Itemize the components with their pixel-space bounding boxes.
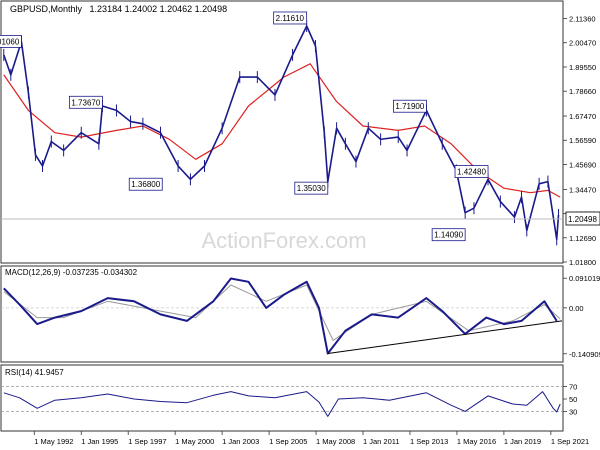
rsi-panel-frame: [0, 364, 564, 432]
macd-series: [3, 277, 563, 355]
rsi-y-tick-label: 50: [569, 395, 577, 404]
price-y-tick-label: 2.00470: [569, 39, 596, 48]
macd-y-tick-label: -0.140909: [569, 350, 600, 359]
price-annotation-label: 1.36800: [131, 180, 160, 189]
x-tick-label: 1 Sep 1997: [128, 437, 166, 446]
price-annotation-label: 1.71900: [395, 102, 424, 111]
price-annotation-label: 1.73670: [71, 98, 100, 107]
x-axis: 1 May 1992 1 Jan 1995 1 Sep 1997 1 May 2000…: [33, 431, 589, 446]
chart-title: GBPUSD,Monthly: [10, 4, 83, 14]
watermark: ActionForex.com: [201, 228, 366, 253]
price-panel-frame: [0, 0, 564, 264]
price-panel-title: GBPUSD,Monthly 1.23184 1.24002 1.20462 1…: [10, 4, 227, 14]
x-tick-label: 1 Sep 2013: [410, 437, 448, 446]
price-y-tick-label: 1.01800: [569, 258, 596, 267]
last-price-box: [565, 211, 600, 226]
x-tick-label: 1 Jan 1995: [81, 437, 118, 446]
price-y-tick-label: 1.12690: [569, 234, 596, 243]
macd-panel-frame: [0, 265, 564, 363]
price-annotation-label: 1.35030: [297, 184, 326, 193]
x-tick-label: 1 Jan 2019: [504, 437, 541, 446]
price-annotation-box: [0, 35, 22, 48]
price-annotation-box: [273, 11, 308, 25]
price-annotation-box: [68, 95, 103, 109]
rsi-series: [3, 391, 561, 417]
price-annotation-box: [128, 177, 163, 191]
last-price-label: 1.20498: [568, 215, 597, 224]
price-y-tick-label: 1.78660: [569, 87, 596, 96]
price-y-tick-label: 1.56590: [569, 136, 596, 145]
price-y-tick-label: 1.34470: [569, 185, 596, 194]
macd-panel-title: MACD(12,26,9) -0.037235 -0.034302: [5, 268, 138, 277]
x-tick-label: 1 Jan 2011: [363, 437, 400, 446]
moving-average-line: [3, 63, 561, 198]
price-y-tick-label: 1.45690: [569, 160, 596, 169]
price-annotation-box: [431, 228, 466, 242]
x-tick-label: 1 Sep 2005: [269, 437, 307, 446]
macd-y-tick-label: 0.091019: [569, 274, 600, 283]
macd-y-tick-label: 0.00: [569, 304, 584, 313]
ohlc-readout: 1.23184 1.24002 1.20462 1.20498: [90, 4, 228, 14]
x-tick-label: 1 May 2000: [175, 437, 214, 446]
price-y-tick-label: 1.89550: [569, 63, 596, 72]
price-annotation-box: [393, 99, 427, 113]
macd-line: [3, 277, 558, 355]
x-tick-label: 1 May 1992: [34, 437, 73, 446]
rsi-panel-title: RSI(14) 41.9457: [5, 368, 64, 377]
rsi-y-tick-label: 30: [569, 407, 577, 416]
x-tick-label: 1 Sep 2021: [551, 437, 589, 446]
price-series: [3, 20, 561, 246]
price-annotation-label: 2.11610: [276, 14, 305, 23]
x-tick-label: 1 Jan 2003: [222, 437, 259, 446]
price-y-tick-label: 2.11360: [569, 15, 596, 24]
rsi-y-axis: 70 50 30: [1, 383, 577, 416]
rsi-line: [3, 391, 561, 417]
x-tick-label: 1 May 2016: [457, 437, 496, 446]
price-annotation-box: [294, 181, 329, 195]
macd-y-axis: 0.091019 0.00 -0.140909: [1, 274, 600, 359]
x-tick-label: 1 May 2008: [316, 437, 355, 446]
rsi-y-tick-label: 70: [569, 383, 577, 392]
price-annotation-label: 1.14090: [434, 231, 463, 240]
price-annotation-box: [454, 165, 489, 179]
macd-trendline: [327, 320, 563, 354]
price-line: [3, 25, 560, 241]
price-annotation-label: 1.42480: [457, 168, 486, 177]
price-y-tick-label: 1.67470: [569, 112, 596, 121]
